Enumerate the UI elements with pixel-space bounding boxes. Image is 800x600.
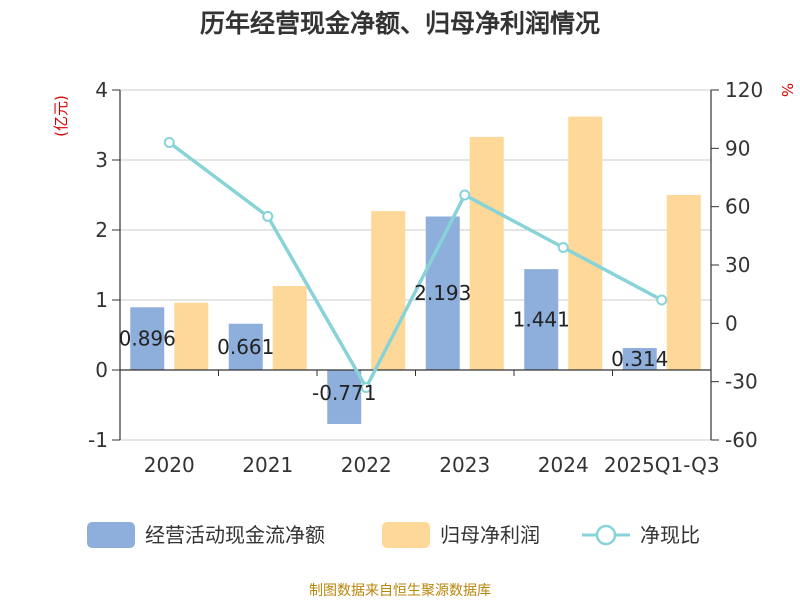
bars [130,116,701,424]
cash-bar [622,348,657,370]
left-tick-label: 1 [95,288,108,312]
cash-data-label: 0.661 [217,335,274,359]
chart-title: 历年经营现金净额、归母净利润情况 [200,9,600,38]
ratio-point [262,210,274,222]
ratio-point [360,382,372,393]
legend-label: 经营活动现金流净额 [145,523,325,547]
legend-label: 净现比 [640,523,700,547]
profit-bar [666,195,701,370]
category-label: 2021 [242,453,293,477]
cash-data-label: 1.441 [513,308,570,332]
left-tick-label: 4 [95,78,108,102]
category-label: 2023 [439,453,490,477]
cash-bar [130,307,165,370]
cash-bar [524,269,559,370]
right-tick-label: 60 [725,195,750,219]
left-tick-label: -1 [88,428,108,452]
legend: 经营活动现金流净额 归母净利润 净现比 [87,522,700,548]
legend-label: 归母净利润 [440,523,540,547]
ratio-point [459,189,471,201]
cash-bar [425,216,460,370]
category-label: 2025Q1-Q3 [604,453,720,477]
left-tick-label: 3 [95,148,108,172]
right-axis-unit: % [778,83,796,97]
grid-lines [120,89,711,441]
profit-bar [568,116,603,370]
category-label: 2024 [538,453,589,477]
legend-line-marker [595,524,617,546]
source-note: 制图数据来自恒生聚源数据库 [309,583,491,599]
cash-data-label: 0.896 [119,327,176,351]
right-tick-label: 120 [725,78,763,102]
right-tick-label: -30 [725,370,758,394]
cash-data-label: 0.314 [611,347,668,371]
profit-bar [174,302,209,370]
category-label: 2020 [144,453,195,477]
profit-bar [272,286,307,370]
left-tick-label: 2 [95,218,108,242]
ratio-point [557,242,569,253]
cash-bar [327,370,362,424]
right-tick-label: 30 [725,253,750,277]
left-tick-label: 0 [95,358,108,382]
category-label: 2022 [341,453,392,477]
ratio-point [163,137,175,148]
ratio-line [163,137,668,393]
right-tick-label: -60 [725,428,758,452]
cash-data-label: 2.193 [414,281,471,305]
data-labels: 0.896 0.661 -0.771 2.193 1.441 0.314 [119,281,669,405]
axes: -1 0 1 2 3 4 -60 -30 0 30 60 90 120 2020 2021 2022 2023 2… [88,78,763,477]
ratio-line-path [168,141,663,390]
profit-bar [469,136,504,370]
legend-swatch [382,522,430,548]
cash-data-label: -0.771 [312,381,376,405]
right-tick-label: 90 [725,136,750,160]
left-axis-unit: (亿元) [52,95,70,137]
legend-swatch [87,522,135,548]
ratio-point [656,294,668,306]
cash-bar [228,323,263,370]
right-tick-label: 0 [725,311,738,335]
